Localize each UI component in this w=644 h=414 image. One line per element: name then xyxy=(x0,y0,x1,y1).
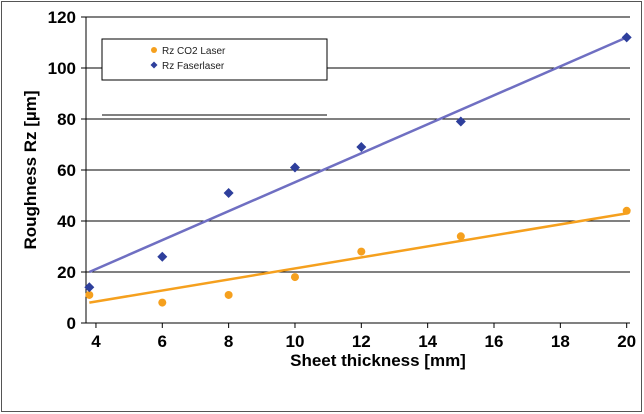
data-point-co2 xyxy=(290,273,299,282)
legend-box xyxy=(101,38,328,81)
data-point-faser xyxy=(289,162,300,173)
data-point-co2 xyxy=(85,290,94,299)
data-point-faser xyxy=(223,187,234,198)
legend-marker-faser xyxy=(150,61,158,69)
data-point-faser xyxy=(84,282,95,293)
y-axis-title: Roughness Rz [µm] xyxy=(21,90,40,249)
x-axis-title: Sheet thickness [mm] xyxy=(290,351,466,370)
x-tick-label: 8 xyxy=(224,332,233,351)
x-tick-label: 14 xyxy=(418,332,437,351)
data-point-faser xyxy=(455,116,466,127)
data-point-faser xyxy=(621,32,632,43)
data-point-faser xyxy=(356,142,367,153)
x-tick-label: 18 xyxy=(551,332,570,351)
legend-label: Rz Faserlaser xyxy=(162,61,225,72)
data-point-faser xyxy=(157,251,168,262)
data-point-co2 xyxy=(158,298,167,307)
y-tick-label: 100 xyxy=(48,59,76,78)
y-tick-label: 80 xyxy=(57,110,76,129)
data-point-co2 xyxy=(357,247,366,256)
y-tick-label: 120 xyxy=(48,8,76,27)
x-tick-label: 10 xyxy=(286,332,305,351)
legend-marker-co2 xyxy=(151,47,157,53)
data-point-co2 xyxy=(224,290,233,299)
legend-label: Rz CO2 Laser xyxy=(162,46,226,57)
data-point-co2 xyxy=(456,232,465,241)
x-tick-label: 20 xyxy=(617,332,636,351)
y-tick-label: 40 xyxy=(57,212,76,231)
y-tick-label: 20 xyxy=(57,263,76,282)
trendline-co2 xyxy=(89,212,627,304)
data-point-co2 xyxy=(622,206,631,215)
trendline-faser xyxy=(88,36,628,274)
x-tick-label: 4 xyxy=(91,332,101,351)
x-tick-label: 16 xyxy=(485,332,504,351)
y-tick-label: 0 xyxy=(67,314,76,333)
y-tick-label: 60 xyxy=(57,161,76,180)
x-tick-label: 6 xyxy=(158,332,167,351)
x-tick-label: 12 xyxy=(352,332,371,351)
